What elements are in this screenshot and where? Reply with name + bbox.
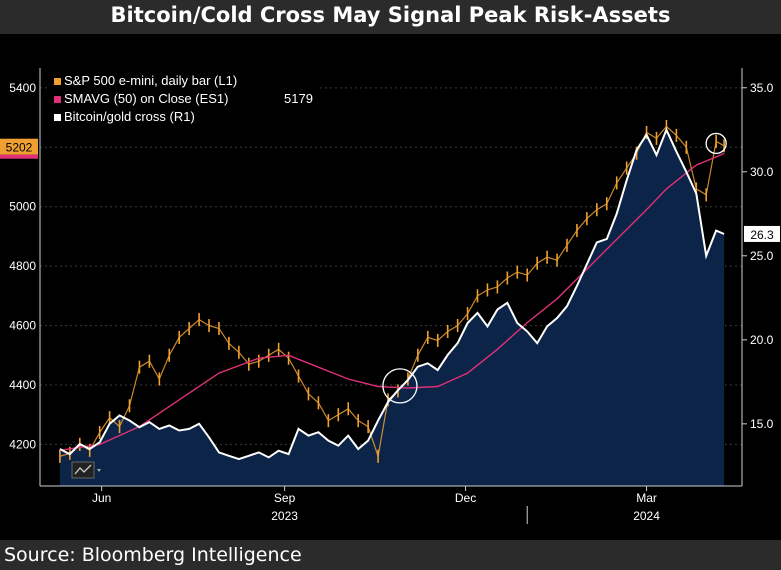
year-label-2023: 2023 bbox=[271, 509, 298, 523]
cross-last-value: 26.3 bbox=[750, 228, 774, 242]
legend-label-spx: S&P 500 e-mini, daily bar (L1) bbox=[64, 73, 237, 88]
legend-label-cross: Bitcoin/gold cross (R1) bbox=[64, 109, 195, 124]
left-tick-label-4200: 4200 bbox=[9, 437, 36, 451]
chart-title: Bitcoin/Cold Cross May Signal Peak Risk-… bbox=[0, 0, 781, 34]
left-tick-label-4400: 4400 bbox=[9, 378, 36, 392]
left-tick-label-4800: 4800 bbox=[9, 259, 36, 273]
right-tick-label-35: 35.0 bbox=[750, 81, 774, 95]
legend-swatch-spx bbox=[54, 78, 61, 85]
legend-swatch-cross bbox=[54, 114, 61, 121]
legend: S&P 500 e-mini, daily bar (L1) SMAVG (50… bbox=[48, 68, 320, 130]
cross-last-tag bbox=[744, 225, 780, 242]
spx-last-value: 5202 bbox=[6, 141, 33, 155]
bitcoin-gold-area bbox=[59, 129, 725, 487]
left-tick-label-5000: 5000 bbox=[9, 200, 36, 214]
spx-last-tag bbox=[0, 138, 38, 155]
annotation-circle-0 bbox=[382, 368, 418, 404]
series-layer bbox=[59, 119, 727, 487]
right-tick-label-20: 20.0 bbox=[750, 333, 774, 347]
x-tick-label-Jun: Jun bbox=[92, 491, 111, 505]
legend-value-sma: 5179 bbox=[284, 91, 313, 106]
legend-swatch-sma bbox=[54, 96, 61, 103]
sma-last-tag bbox=[0, 154, 38, 159]
source-note: Source: Bloomberg Intelligence bbox=[0, 540, 781, 570]
bitcoin-gold-line bbox=[59, 127, 725, 461]
sma-line bbox=[59, 152, 725, 451]
chart-type-button[interactable] bbox=[71, 461, 101, 479]
x-tick-label-Sep: Sep bbox=[274, 491, 296, 505]
chart-type-icon-box[interactable] bbox=[71, 461, 95, 479]
line-chart: 420044004600480050005200540015.020.025.0… bbox=[0, 34, 781, 540]
right-tick-label-15: 15.0 bbox=[750, 417, 774, 431]
right-tick-label-25: 25.0 bbox=[750, 249, 774, 263]
x-tick-label-Mar: Mar bbox=[636, 491, 657, 505]
right-tick-label-30: 30.0 bbox=[750, 165, 774, 179]
x-tick-label-Dec: Dec bbox=[455, 491, 476, 505]
left-tick-label-5400: 5400 bbox=[9, 81, 36, 95]
year-label-2024: 2024 bbox=[633, 509, 660, 523]
axes: 420044004600480050005200540015.020.025.0… bbox=[0, 68, 780, 524]
chart-area: 420044004600480050005200540015.020.025.0… bbox=[0, 34, 781, 540]
chevron-down-icon[interactable] bbox=[97, 469, 101, 472]
left-tick-label-4600: 4600 bbox=[9, 319, 36, 333]
legend-label-sma: SMAVG (50) on Close (ES1) bbox=[64, 91, 228, 106]
legend-box bbox=[48, 68, 320, 130]
line-chart-icon bbox=[74, 464, 92, 475]
annotation-circle-1 bbox=[705, 132, 727, 155]
